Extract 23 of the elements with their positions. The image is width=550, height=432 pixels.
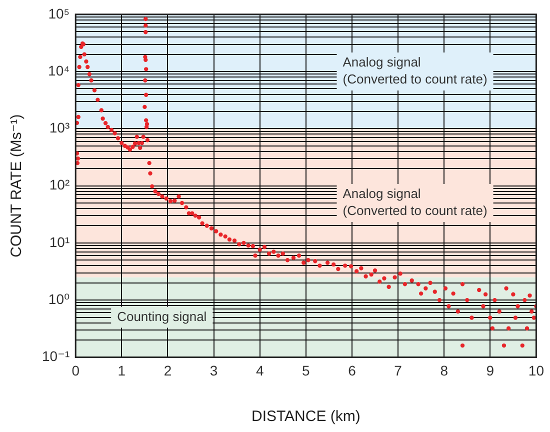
- x-tick-label: 4: [256, 362, 264, 378]
- x-tick-label: 1: [118, 362, 126, 378]
- y-tick-label: 10¹: [49, 234, 70, 250]
- y-tick-label: 10⁴: [48, 62, 70, 78]
- band-label: Analog signal (Converted to count rate): [342, 54, 488, 87]
- x-tick-label: 8: [440, 362, 448, 378]
- band-label: Counting signal: [117, 308, 207, 324]
- y-tick-label: 10⁻¹: [42, 348, 70, 364]
- band-label: Analog signal (Converted to count rate): [342, 186, 488, 218]
- x-tick-label: 6: [348, 362, 356, 378]
- x-tick-label: 5: [302, 362, 310, 378]
- x-tick-label: 10: [528, 362, 544, 378]
- x-tick-label: 2: [164, 362, 172, 378]
- x-axis-title: DISTANCE (km): [251, 408, 360, 426]
- y-tick-label: 10⁰: [48, 290, 70, 307]
- y-axis-title: COUNT RATE (Ms⁻¹): [8, 114, 26, 258]
- x-tick-label: 0: [72, 362, 80, 378]
- y-tick-label: 10²: [49, 176, 70, 193]
- x-tick-label: 7: [394, 362, 402, 378]
- y-tick-label: 10³: [49, 120, 70, 136]
- y-tick-label: 10⁵: [48, 5, 70, 22]
- x-tick-label: 9: [486, 362, 494, 378]
- x-tick-label: 3: [210, 362, 218, 378]
